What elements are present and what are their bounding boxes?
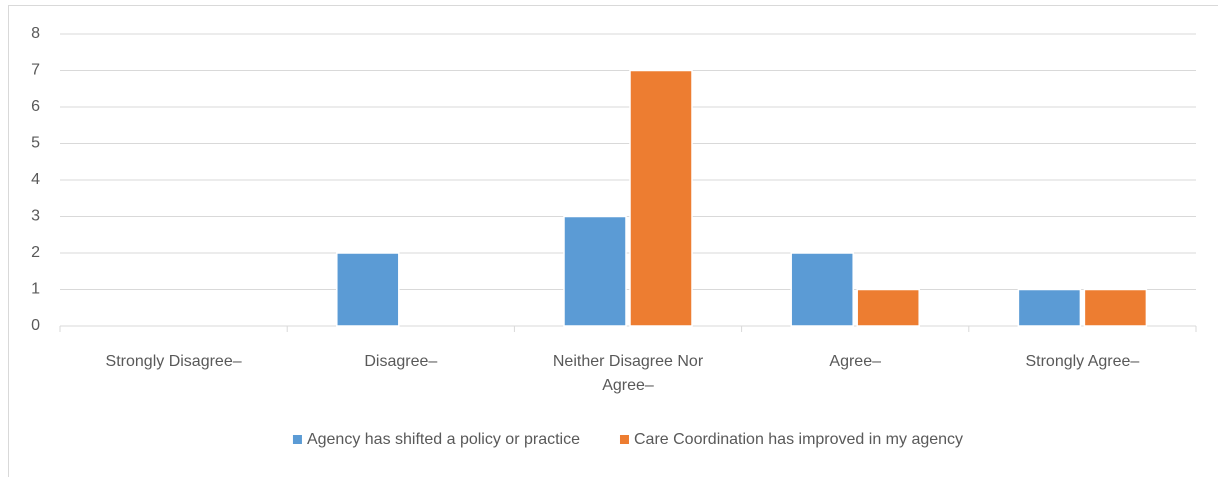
x-tick-label: Neither Disagree Nor Agree– [553, 353, 704, 394]
y-tick-label: 1 [31, 281, 40, 298]
bar [563, 215, 627, 327]
chart-border [8, 5, 1218, 477]
y-tick-label: 7 [31, 62, 40, 79]
y-tick-label: 6 [31, 98, 40, 115]
x-tick-label: Agree– [829, 353, 881, 370]
legend-label: Agency has shifted a policy or practice [307, 431, 580, 448]
x-tick-label: Strongly Agree– [1025, 353, 1139, 370]
bar [856, 288, 920, 327]
y-tick-label: 3 [31, 208, 40, 225]
legend-swatch [292, 435, 302, 444]
bar [790, 252, 854, 327]
bar [1017, 288, 1082, 327]
x-tick-label: Disagree– [364, 353, 437, 370]
y-tick-label: 5 [31, 135, 40, 152]
y-tick-label: 4 [31, 171, 40, 188]
legend-label: Care Coordination has improved in my age… [634, 431, 963, 448]
y-tick-label: 8 [31, 25, 40, 42]
y-tick-label: 0 [31, 317, 40, 334]
x-tick-label: Strongly Disagree– [106, 353, 242, 370]
bar [1083, 288, 1148, 327]
legend-swatch [619, 435, 629, 444]
bar [629, 69, 693, 327]
bar [336, 252, 400, 327]
y-tick-label: 2 [31, 244, 40, 261]
